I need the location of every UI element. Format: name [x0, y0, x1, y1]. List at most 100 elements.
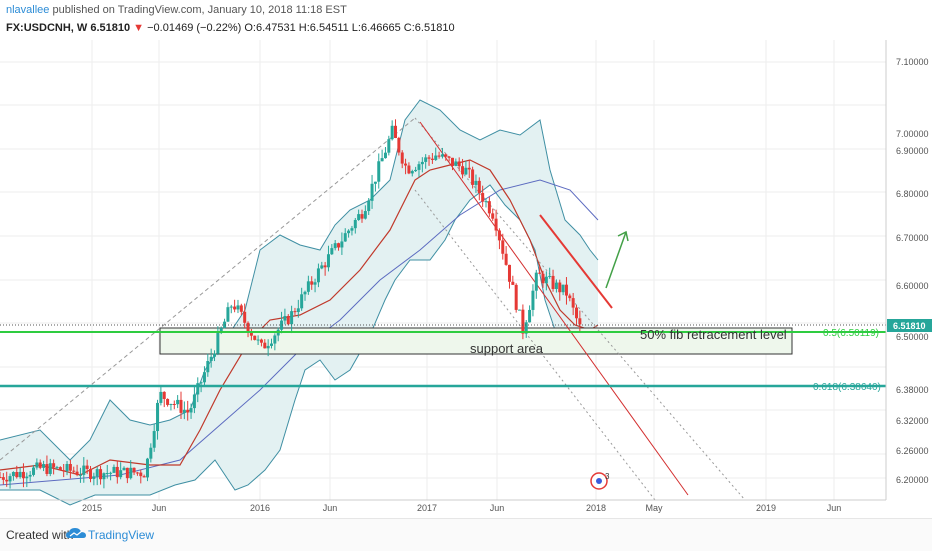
- candle-up: [149, 447, 153, 459]
- candle-down: [481, 192, 485, 202]
- candle-down: [450, 157, 454, 166]
- candle-up: [524, 322, 528, 334]
- candle-down: [62, 470, 66, 472]
- candle-down: [575, 307, 579, 319]
- candle-down: [99, 469, 103, 480]
- candle-down: [564, 284, 568, 296]
- candle-up: [216, 332, 220, 354]
- candle-up: [223, 321, 227, 329]
- candle-down: [404, 163, 408, 166]
- price-tick: 6.60000: [896, 281, 929, 291]
- candle-down: [471, 169, 475, 185]
- candle-down: [52, 463, 56, 468]
- candle-up: [35, 462, 39, 468]
- author-link[interactable]: nlavallee: [6, 4, 50, 16]
- candle-up: [373, 181, 377, 184]
- candle-up: [119, 470, 123, 478]
- fib-annotation: 50% fib retracement level: [640, 327, 787, 342]
- candle-down: [72, 470, 76, 472]
- candle-up: [464, 167, 468, 175]
- ohlc-values: O:6.47531 H:6.54511 L:6.46665 C:6.51810: [244, 22, 455, 34]
- price-tick: 7.00000: [896, 129, 929, 139]
- candle-up: [192, 394, 196, 409]
- channel-mid-dotted: [414, 117, 746, 501]
- footer-brand-link[interactable]: TradingView: [88, 528, 155, 542]
- time-axis[interactable]: 2015 Jun 2016 Jun 2017 Jun 2018 May 2019…: [82, 503, 841, 513]
- down-arrow-icon: ▼: [133, 22, 145, 34]
- channel-upper-dashed: [0, 117, 416, 461]
- candle-up: [410, 171, 414, 174]
- candle-down: [0, 477, 2, 478]
- candle-down: [132, 467, 136, 473]
- candle-down: [68, 463, 72, 471]
- candle-down: [427, 157, 431, 159]
- chart-area[interactable]: 0.5(6.50119) 0.618(6.38640) 50% fib retr…: [0, 40, 932, 518]
- event-badge-icon[interactable]: 3: [590, 472, 610, 490]
- price-tick: 7.10000: [896, 57, 929, 67]
- candle-down: [142, 476, 146, 478]
- symbol-name[interactable]: FX:USDCNH, W: [6, 22, 88, 34]
- candle-up: [236, 305, 240, 310]
- candle-up: [11, 471, 15, 477]
- event-badge-count: 3: [605, 472, 610, 481]
- candle-up: [434, 155, 438, 160]
- candle-up: [424, 157, 428, 162]
- candle-up: [340, 241, 344, 248]
- candle-down: [571, 298, 575, 308]
- candle-down: [172, 403, 176, 405]
- time-tick: 2017: [417, 503, 437, 513]
- symbol-info: FX:USDCNH, W 6.51810 ▼ −0.01469 (−0.22%)…: [6, 22, 455, 34]
- last-price-tag: [887, 319, 932, 332]
- candle-down: [75, 471, 79, 475]
- candle-down: [511, 281, 515, 285]
- bollinger-upper: [0, 99, 599, 461]
- candle-down: [504, 253, 508, 265]
- candle-up: [544, 276, 548, 284]
- time-tick: 2019: [756, 503, 776, 513]
- candle-down: [397, 137, 401, 153]
- bollinger-band-fill: [0, 100, 598, 505]
- candle-down: [45, 464, 49, 474]
- candle-up: [273, 335, 277, 344]
- candle-up: [518, 309, 522, 311]
- price-chart[interactable]: 0.5(6.50119) 0.618(6.38640) 50% fib retr…: [0, 40, 932, 518]
- candle-up: [28, 474, 32, 477]
- candle-down: [430, 158, 434, 160]
- footer: Created with TradingView: [0, 518, 932, 551]
- price-axis[interactable]: 7.10000 7.00000 6.90000 6.80000 6.70000 …: [896, 57, 929, 485]
- candle-up: [534, 272, 538, 291]
- candle-up: [213, 353, 217, 357]
- candle-up: [531, 290, 535, 310]
- candle-up: [377, 161, 381, 182]
- candle-up: [454, 161, 458, 166]
- candle-up: [350, 228, 354, 231]
- candle-up: [320, 265, 324, 269]
- candle-down: [497, 230, 501, 241]
- candle-up: [343, 233, 347, 242]
- candle-down: [444, 154, 448, 157]
- candle-up: [333, 243, 337, 249]
- candle-up: [8, 476, 12, 482]
- time-tick: Jun: [827, 503, 842, 513]
- price-tick: 6.26000: [896, 446, 929, 456]
- candle-up: [112, 466, 116, 473]
- candle-up: [353, 219, 357, 229]
- candle-up: [367, 200, 371, 212]
- candle-up: [390, 125, 394, 140]
- time-tick: Jun: [490, 503, 505, 513]
- candle-up: [561, 284, 565, 293]
- candle-up: [48, 463, 52, 474]
- chart-header: nlavallee published on TradingView.com, …: [0, 0, 932, 40]
- candle-down: [400, 152, 404, 164]
- publish-info: nlavallee published on TradingView.com, …: [6, 4, 347, 16]
- candle-down: [437, 155, 441, 157]
- candlesticks: [0, 119, 582, 489]
- time-tick: Jun: [152, 503, 167, 513]
- fib-618-label: 0.618(6.38640): [813, 382, 881, 393]
- candle-up: [152, 431, 156, 448]
- candle-up: [105, 473, 109, 475]
- fib-50-label: 0.5(6.50119): [823, 328, 879, 339]
- candle-down: [360, 214, 364, 219]
- price-tick: 6.70000: [896, 233, 929, 243]
- candle-down: [125, 467, 129, 479]
